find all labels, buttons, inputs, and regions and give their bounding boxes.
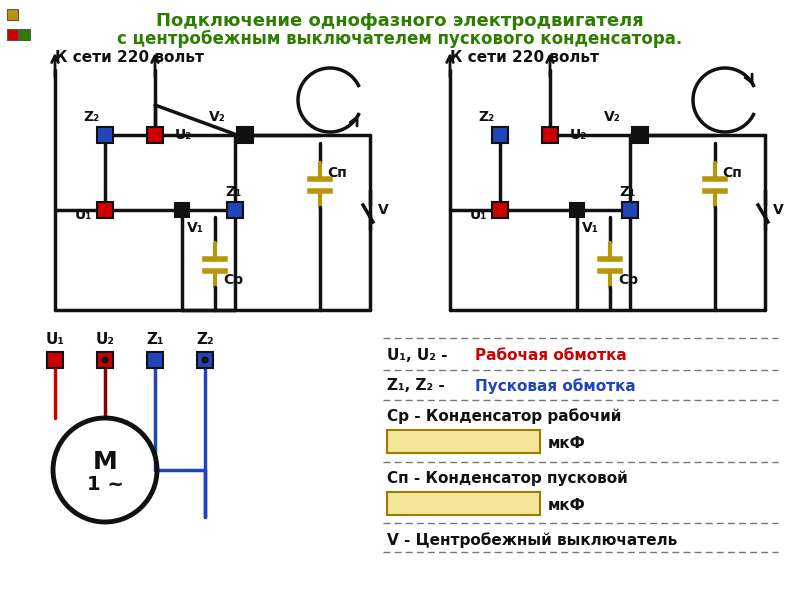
Bar [237,127,253,143]
Bar [175,203,189,217]
Text: V₂: V₂ [209,110,226,124]
Text: U₁: U₁ [46,332,65,347]
Text: Рабочая обмотка: Рабочая обмотка [475,347,626,362]
Text: Сп: Сп [327,166,346,180]
Bar [387,492,540,515]
Bar [227,202,243,218]
Text: мкФ: мкФ [548,436,586,451]
Text: Z₁: Z₁ [225,185,241,199]
Text: с центробежным выключателем пускового конденсатора.: с центробежным выключателем пускового ко… [118,30,682,48]
Text: V₁: V₁ [582,221,599,235]
Text: Сп: Сп [722,166,742,180]
Bar [19,29,30,40]
Bar [492,127,508,143]
Text: Ср: Ср [618,273,638,287]
Text: U₂: U₂ [95,332,114,347]
Text: U₁, U₂ -: U₁, U₂ - [387,347,453,362]
Bar [542,127,558,143]
Text: V₁: V₁ [187,221,204,235]
Bar [492,202,508,218]
Text: U₂: U₂ [175,128,192,142]
Bar [622,202,638,218]
Text: 1 ~: 1 ~ [86,475,123,493]
Bar [97,202,113,218]
Text: К сети 220 вольт: К сети 220 вольт [55,50,204,65]
Text: Подключение однофазного электродвигателя: Подключение однофазного электродвигателя [156,12,644,30]
Text: Z₁, Z₂ -: Z₁, Z₂ - [387,379,450,394]
Text: мкФ: мкФ [548,497,586,512]
Text: Ср - Конденсатор рабочий: Ср - Конденсатор рабочий [387,408,622,424]
Bar [147,352,163,368]
Bar [632,127,648,143]
Text: V - Центробежный выключатель: V - Центробежный выключатель [387,532,678,548]
Bar [147,127,163,143]
Bar [197,352,213,368]
Text: V: V [773,203,784,217]
Text: Z₂: Z₂ [83,110,99,124]
Bar [570,203,584,217]
Text: М: М [93,450,118,474]
Circle shape [102,357,108,363]
Bar [97,127,113,143]
Text: Z₂: Z₂ [196,332,214,347]
Bar [47,352,63,368]
Text: U₁: U₁ [74,208,92,222]
Text: U₁: U₁ [470,208,486,222]
Text: Ср: Ср [223,273,243,287]
Text: К сети 220 вольт: К сети 220 вольт [450,50,599,65]
Text: V: V [378,203,389,217]
Text: Z₁: Z₁ [146,332,164,347]
Text: Пусковая обмотка: Пусковая обмотка [475,378,636,394]
Bar [7,29,18,40]
Text: Сп - Конденсатор пусковой: Сп - Конденсатор пусковой [387,470,628,486]
Bar [97,352,113,368]
Text: Z₁: Z₁ [620,185,636,199]
Text: U₂: U₂ [570,128,587,142]
Bar [387,430,540,453]
Text: V₂: V₂ [604,110,620,124]
Bar [7,9,18,20]
Circle shape [202,357,208,363]
Text: Z₂: Z₂ [478,110,494,124]
